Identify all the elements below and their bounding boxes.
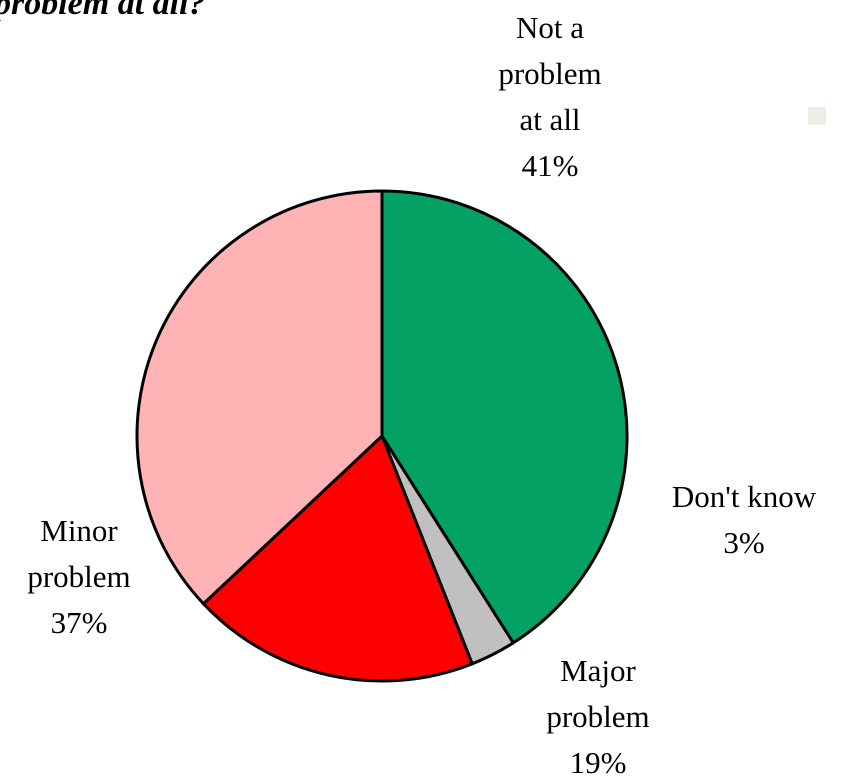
pie-slice-3 [135, 189, 384, 606]
pie-label-line: Minor [40, 513, 118, 548]
pie-label-line: 41% [522, 148, 579, 183]
pie-label-line: Don't know [672, 479, 817, 514]
pie-label-line: 3% [723, 525, 764, 560]
pie-label-line: problem [498, 56, 601, 91]
pie-slice-2 [201, 434, 474, 683]
chart-title-fragment: problem at all? [0, 0, 206, 22]
pie-label-line: Major [560, 653, 636, 688]
pie-label-3: Minor problem 37% [27, 513, 130, 640]
pie-label-line: Not a [516, 10, 584, 45]
pie-label-0: Not a problem at all 41% [498, 10, 601, 183]
pie-label-line: 37% [51, 605, 108, 640]
pie-label-2: Major problem 19% [546, 653, 649, 776]
pie-label-line: problem [546, 699, 649, 734]
pie-labels: Not a problem at all 41% Don't know 3% Major pr… [27, 10, 816, 776]
pie-slices [135, 189, 629, 683]
pie-label-line: at all [519, 102, 580, 137]
pie-label-line: 19% [570, 745, 627, 776]
pie-label-line: problem [27, 559, 130, 594]
corner-marker-square [808, 107, 826, 125]
pie-label-1: Don't know 3% [672, 479, 817, 560]
